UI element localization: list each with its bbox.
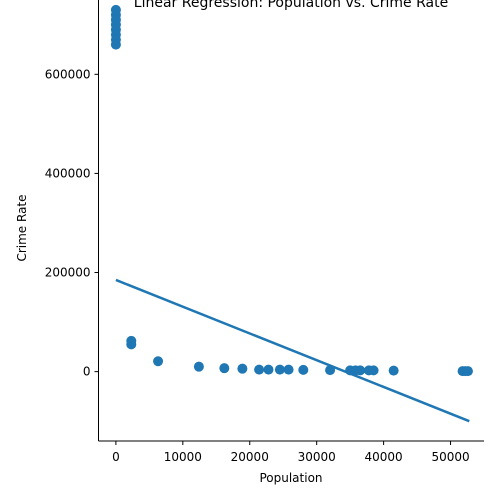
chart-title: Linear Regression: Population vs. Crime …: [134, 0, 448, 11]
x-tick-label: 40000: [365, 450, 403, 464]
x-tick-label: 50000: [431, 450, 469, 464]
data-point-15: [263, 364, 274, 375]
data-point-7: [110, 4, 121, 15]
data-point-14: [254, 364, 265, 375]
data-point-28: [462, 366, 473, 377]
data-point-11: [193, 361, 204, 372]
x-tick-label: 10000: [164, 450, 202, 464]
y-tick-label: 400000: [45, 166, 91, 180]
data-point-16: [274, 364, 285, 375]
y-tick-label: 600000: [45, 67, 91, 81]
x-tick-label: 30000: [298, 450, 336, 464]
y-tick-label: 0: [83, 365, 91, 379]
data-point-13: [237, 363, 248, 374]
x-axis-label: Population: [259, 471, 322, 485]
data-point-18: [298, 364, 309, 375]
y-tick-label: 200000: [45, 266, 91, 280]
data-point-10: [153, 356, 164, 367]
regression-line: [115, 278, 470, 423]
data-point-22: [355, 365, 366, 376]
data-point-24: [368, 365, 379, 376]
y-axis-ticks: 0 200000 400000 600000: [45, 67, 99, 379]
x-tick-label: 20000: [231, 450, 269, 464]
data-point-17: [283, 364, 294, 375]
data-point-12: [219, 363, 230, 374]
x-axis-ticks: 0 10000 20000 30000 40000 50000: [112, 441, 470, 464]
data-points: [110, 4, 473, 377]
data-point-9: [126, 335, 137, 346]
data-point-25: [388, 365, 399, 376]
regression-line-group: [115, 278, 470, 423]
y-axis-label: Crime Rate: [15, 194, 29, 261]
x-tick-label: 0: [112, 450, 120, 464]
